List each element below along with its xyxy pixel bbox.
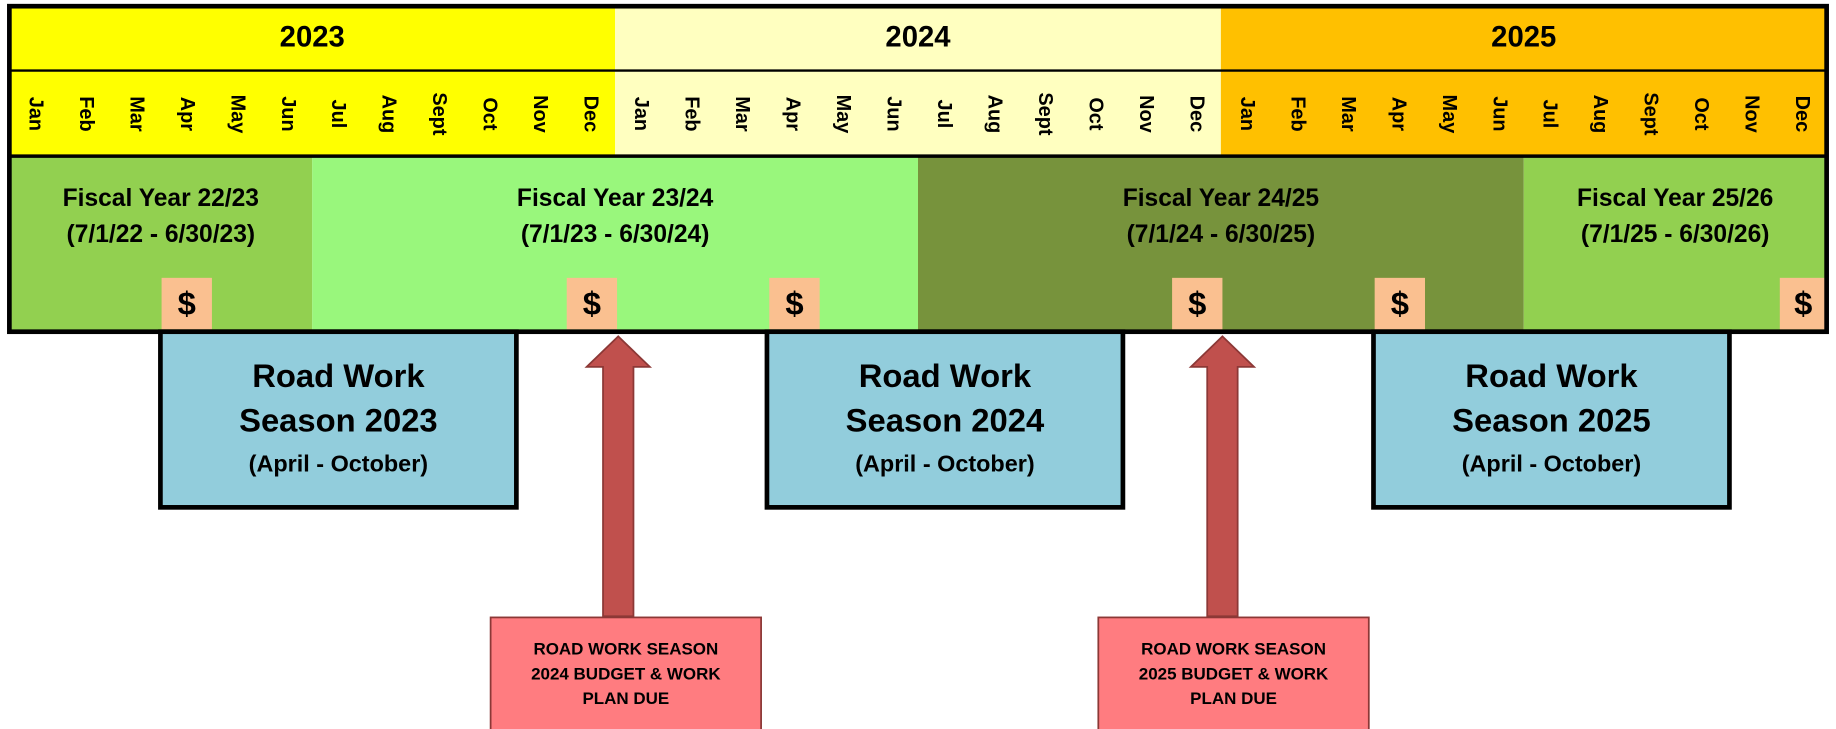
payment-symbol: $: [583, 285, 601, 322]
payment-box: [161, 277, 212, 330]
month-label: Aug: [378, 95, 400, 134]
season-box: [158, 329, 519, 510]
season-title: Season 2023: [239, 402, 438, 439]
arrow: [1188, 335, 1257, 618]
month-label: Dec: [580, 96, 602, 132]
year-band: [615, 6, 1221, 157]
month-label: Oct: [1084, 97, 1106, 131]
fiscal-year-label: Fiscal Year 25/26: [1577, 185, 1773, 212]
deadline-text: ROAD WORK SEASON: [1141, 640, 1326, 659]
month-label: Aug: [983, 95, 1005, 134]
fiscal-year-dates: (7/1/23 - 6/30/24): [521, 221, 710, 248]
month-label: Apr: [782, 97, 804, 132]
year-label: 2025: [1491, 22, 1556, 54]
fiscal-year-dates: (7/1/25 - 6/30/26): [1581, 221, 1770, 248]
month-label: Dec: [1791, 96, 1813, 133]
fiscal-year-dates: (7/1/24 - 6/30/25): [1127, 221, 1316, 248]
month-label: Sept: [1034, 92, 1056, 135]
payment-symbol: $: [785, 285, 803, 322]
payment-symbol: $: [1794, 285, 1812, 322]
fiscal-year-band: [9, 156, 313, 332]
month-label: Sept: [428, 92, 450, 135]
payment-box: [566, 277, 618, 330]
season-months: (April - October): [855, 450, 1034, 476]
month-label: Jun: [883, 96, 905, 131]
month-label: Feb: [681, 96, 703, 131]
deadline-box: [1097, 616, 1370, 729]
payment-box: [1779, 277, 1827, 330]
season-title: Road Work: [252, 357, 425, 394]
month-label: Apr: [1387, 97, 1409, 132]
month-label: May: [226, 95, 248, 134]
deadline-box: [489, 616, 762, 729]
month-label: Aug: [1589, 95, 1611, 134]
fiscal-year-dates: (7/1/22 - 6/30/23): [67, 221, 256, 248]
month-label: Jun: [1488, 96, 1510, 131]
season-box: [1371, 329, 1732, 510]
deadline-text: PLAN DUE: [582, 689, 669, 708]
season-title: Road Work: [859, 357, 1032, 394]
year-band: [1220, 6, 1827, 157]
month-label: Sept: [1640, 92, 1662, 135]
payment-symbol: $: [1391, 285, 1409, 322]
month-label: Mar: [125, 96, 147, 132]
season-title: Season 2024: [846, 402, 1045, 439]
month-label: Feb: [1286, 96, 1308, 131]
payment-box: [769, 277, 820, 330]
month-label: Oct: [1690, 97, 1712, 131]
month-label: Nov: [1741, 95, 1763, 133]
season-months: (April - October): [1462, 450, 1641, 476]
month-label: Mar: [1337, 96, 1359, 132]
fiscal-year-label: Fiscal Year 24/25: [1123, 185, 1319, 212]
year-band: [9, 6, 616, 157]
season-box: [764, 329, 1126, 510]
payment-box: [1374, 277, 1426, 330]
season-months: (April - October): [249, 450, 428, 476]
year-label: 2023: [280, 22, 345, 54]
deadline-text: 2025 BUDGET & WORK: [1139, 664, 1329, 683]
month-label: Nov: [529, 95, 551, 133]
deadline-text: 2024 BUDGET & WORK: [531, 664, 721, 683]
fiscal-year-label: Fiscal Year 22/23: [63, 185, 259, 212]
month-label: Nov: [1135, 95, 1157, 133]
deadline-text: ROAD WORK SEASON: [533, 640, 718, 659]
fiscal-year-band: [1523, 156, 1827, 332]
year-label: 2024: [885, 22, 951, 54]
payment-symbol: $: [1188, 285, 1206, 322]
month-label: Jan: [630, 97, 652, 131]
arrow: [584, 335, 653, 618]
month-label: Jul: [327, 100, 349, 129]
month-label: Apr: [176, 97, 198, 132]
month-label: Jul: [1539, 100, 1561, 129]
month-label: Feb: [75, 96, 97, 131]
fiscal-year-label: Fiscal Year 23/24: [517, 185, 714, 212]
month-label: Jan: [24, 97, 46, 131]
month-label: May: [1438, 95, 1460, 134]
month-label: May: [832, 95, 854, 134]
deadline-text: PLAN DUE: [1190, 689, 1277, 708]
season-title: Road Work: [1465, 357, 1638, 394]
season-title: Season 2025: [1452, 402, 1651, 439]
payment-box: [1172, 277, 1223, 330]
month-label: Jul: [933, 100, 955, 129]
month-label: Dec: [1185, 96, 1207, 132]
month-label: Oct: [479, 97, 501, 131]
month-label: Jan: [1236, 97, 1258, 131]
payment-symbol: $: [178, 285, 196, 322]
month-label: Mar: [731, 96, 753, 132]
month-label: Jun: [277, 96, 299, 131]
